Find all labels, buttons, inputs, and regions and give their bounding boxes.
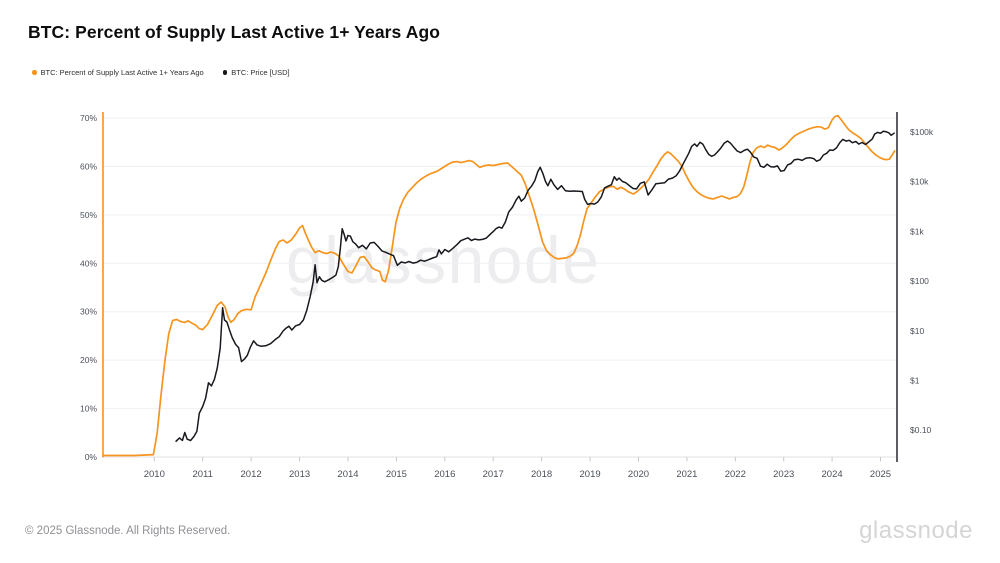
svg-text:$1: $1 [910,376,920,386]
svg-text:2022: 2022 [725,469,746,480]
svg-text:2014: 2014 [337,469,358,480]
left-axis-labels: 0% 10% 20% 30% 40% 50% 60% 70% [80,113,97,462]
chart-title: BTC: Percent of Supply Last Active 1+ Ye… [28,22,441,42]
gridlines [103,117,897,410]
glassnode-logo: glassnode [859,517,973,544]
svg-text:20%: 20% [80,355,97,365]
legend-item-label: BTC: Price [USD] [231,68,290,77]
svg-text:10%: 10% [80,404,97,414]
svg-text:2021: 2021 [676,469,697,480]
svg-text:2013: 2013 [289,469,310,480]
legend-dot-icon [32,70,37,75]
svg-text:0%: 0% [85,452,98,462]
svg-text:60%: 60% [80,161,97,171]
svg-text:50%: 50% [80,210,97,220]
svg-text:2012: 2012 [241,469,262,480]
svg-text:$1k: $1k [910,226,924,236]
legend-item-1[interactable]: BTC: Price [USD] [222,68,290,77]
svg-text:2016: 2016 [434,469,455,480]
series-price-line [175,130,895,442]
svg-text:2018: 2018 [531,469,552,480]
svg-text:30%: 30% [80,307,97,317]
x-axis-labels: 2010 2011 2012 2013 2014 2015 2016 2017 2018 2019… [144,469,891,480]
glassnode-watermark: glassnode [286,223,601,297]
svg-text:2010: 2010 [144,469,165,480]
legend-item-0[interactable]: BTC: Percent of Supply Last Active 1+ Ye… [32,68,204,77]
legend-dot-icon [222,70,228,75]
svg-text:$100: $100 [910,276,929,286]
svg-text:2011: 2011 [192,469,212,480]
svg-text:$10k: $10k [910,177,929,187]
svg-text:2020: 2020 [628,469,649,480]
x-axis-ticks [153,457,881,462]
legend-item-label: BTC: Percent of Supply Last Active 1+ Ye… [40,68,204,77]
svg-text:40%: 40% [80,258,97,268]
copyright-text: © 2025 Glassnode. All Rights Reserved. [25,525,231,537]
svg-text:$0.10: $0.10 [910,425,932,435]
right-axis-labels: $0.10 $1 $10 $100 $1k $10k $100k [910,127,934,435]
svg-text:$10: $10 [910,326,924,336]
svg-text:2025: 2025 [870,469,891,480]
legend: BTC: Percent of Supply Last Active 1+ Ye… [32,68,290,77]
svg-text:2017: 2017 [483,469,504,480]
svg-text:2023: 2023 [773,469,794,480]
svg-text:2015: 2015 [386,469,407,480]
svg-text:2024: 2024 [822,469,843,480]
svg-text:2019: 2019 [580,469,601,480]
svg-text:$100k: $100k [910,127,934,137]
svg-text:70%: 70% [80,113,97,123]
